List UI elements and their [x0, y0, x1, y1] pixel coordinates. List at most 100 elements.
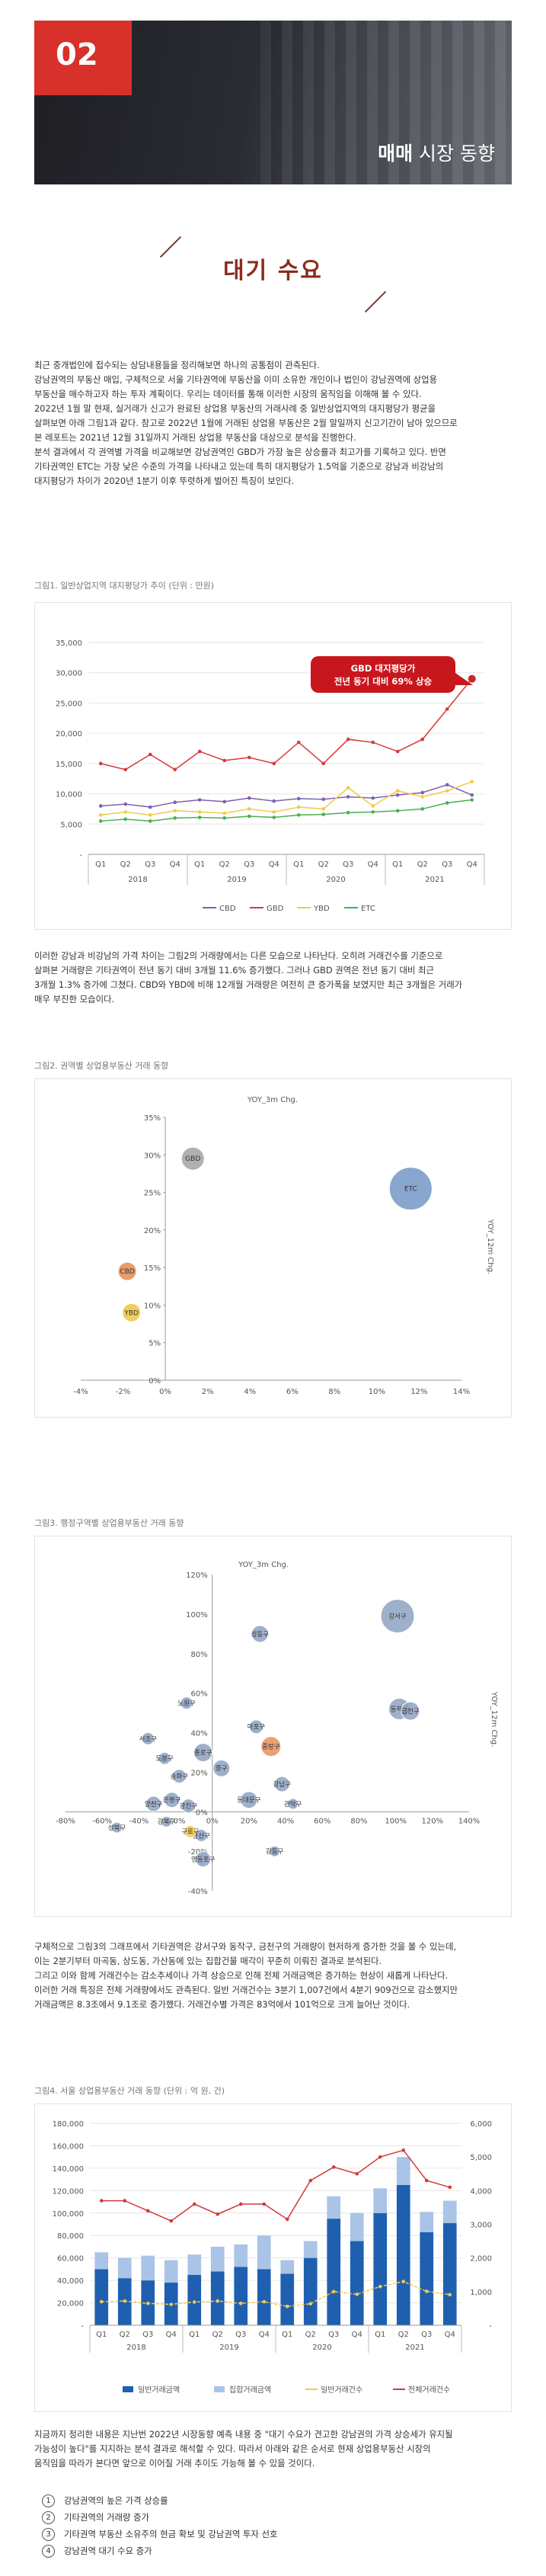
legend-label: ETC	[361, 905, 375, 913]
data-point	[222, 816, 227, 820]
data-point	[448, 2292, 452, 2297]
data-point	[445, 783, 449, 787]
x-tick-label: Q3	[145, 860, 155, 869]
y-tick-label: 60%	[190, 1690, 207, 1699]
text-line: 지금까지 정리한 내용은 지난번 2022년 시장동향 예측 내용 중 "대기 …	[34, 2429, 453, 2440]
data-point	[148, 819, 152, 823]
figure1-chart: 35,000 30,000 25,000 20,000 15,000 10,000 5,00…	[34, 602, 512, 930]
step-number: 3	[42, 2527, 55, 2541]
legend-label: CBD	[219, 905, 236, 913]
bar-collective-amount	[442, 2200, 457, 2224]
data-point	[355, 2292, 359, 2296]
year-label: 2018	[126, 2344, 145, 2352]
section-title: 대기 수요	[223, 258, 323, 284]
y-tick-label: 10,000	[56, 791, 82, 799]
list-item: 1 강남권역의 높은 가격 상승률	[34, 2492, 277, 2509]
y-left-tick-label: 100,000	[53, 2210, 84, 2219]
data-point	[173, 816, 177, 820]
x-tick-label: 140%	[458, 1817, 481, 1825]
list-item: 2 기타권역의 거래량 증가	[34, 2509, 277, 2526]
list-item: 4 강남권역 대기 수요 증가	[34, 2542, 277, 2559]
data-point	[173, 809, 177, 813]
bubble-label: YBD	[123, 1309, 139, 1317]
x-tick-label: Q2	[318, 860, 329, 869]
text-line: 이러한 거래 특징은 전체 거래량에서도 관측된다. 일반 거래건수는 3분기 …	[34, 1985, 458, 1995]
bar-general-amount	[234, 2267, 248, 2325]
bubble-label: 동작구	[391, 1705, 409, 1713]
data-point	[395, 749, 400, 754]
y-axis-title: YOY_12m Chg.	[486, 1219, 494, 1275]
y-axis-title: YOY_12m Chg.	[490, 1691, 498, 1748]
bar-collective-amount	[141, 2255, 155, 2281]
data-point	[173, 800, 177, 804]
bubble-label: 강서구	[388, 1612, 407, 1620]
bubble-label: 성북구	[108, 1825, 126, 1832]
step-text: 기타권역의 거래량 증가	[64, 2512, 150, 2523]
data-point	[99, 2199, 104, 2203]
x-tick-label: Q4	[368, 860, 378, 869]
data-point	[173, 767, 177, 772]
data-point	[346, 737, 350, 742]
bar-general-amount	[187, 2274, 202, 2325]
data-point	[355, 2171, 359, 2176]
x-tick-label: Q3	[328, 2331, 339, 2339]
bar-collective-amount	[210, 2246, 225, 2272]
text-line: 대지평당가 차이가 2020년 1분기 이후 뚜렷하게 벌어진 특징이 보인다.	[34, 476, 295, 486]
x-tick-label: Q1	[194, 860, 205, 869]
text-line: 부동산을 매수하고자 하는 투자 계획이다. 우리는 데이터를 통해 이러한 시…	[34, 389, 422, 399]
y-tick-label: 10%	[144, 1302, 161, 1310]
bar-collective-amount	[303, 2241, 318, 2258]
banner-title: 매매 시장 동향	[378, 139, 495, 166]
series-line-gbd	[101, 678, 473, 771]
x-tick-label: Q1	[96, 2331, 107, 2339]
x-tick-label: 0%	[206, 1817, 219, 1825]
data-point	[238, 2202, 243, 2206]
x-tick-label: 4%	[244, 1388, 256, 1396]
data-point	[371, 804, 375, 808]
data-point	[98, 804, 103, 808]
y-tick-label: 0%	[148, 1377, 161, 1386]
bubble-district	[212, 1759, 231, 1777]
x-tick-label: Q1	[95, 860, 106, 869]
data-point	[321, 807, 326, 811]
paragraph-4: 지금까지 정리한 내용은 지난번 2022년 시장동향 예측 내용 중 "대기 …	[34, 2427, 514, 2471]
bar-collective-amount	[117, 2257, 132, 2279]
bubble-label: 양천구	[145, 1800, 163, 1809]
x-tick-label: -20%	[166, 1817, 186, 1825]
data-point	[247, 755, 251, 760]
y-right-tick-label: 3,000	[470, 2222, 492, 2230]
data-point	[445, 801, 449, 805]
y-left-tick-label: 80,000	[57, 2232, 84, 2241]
bubble-label: ETC	[404, 1186, 417, 1193]
x-tick-label: -40%	[129, 1817, 148, 1825]
bubble-label: 마포구	[247, 1724, 266, 1732]
x-tick-label: Q4	[445, 2331, 455, 2339]
x-tick-label: 8%	[328, 1388, 340, 1396]
bubble-label: 송파구	[171, 1773, 189, 1781]
text-line: 기타권역인 ETC는 가장 낮은 수준의 가격을 나타내고 있는데 특히 대지평…	[34, 461, 444, 472]
bar-general-amount	[373, 2212, 388, 2325]
bar-collective-amount	[327, 2196, 341, 2219]
chart-title: YOY_3m Chg.	[238, 1561, 289, 1569]
bubble-district	[380, 1598, 415, 1633]
x-tick-label: -4%	[73, 1388, 88, 1396]
data-point	[445, 707, 449, 711]
bubble-district	[240, 1791, 258, 1809]
legend-swatch	[123, 2386, 133, 2392]
x-tick-label: Q2	[305, 2331, 316, 2339]
text-line: 가능성이 높다"를 지지하는 분석 결과로 해석할 수 있다. 따라서 아래와 …	[34, 2443, 431, 2454]
data-point	[247, 796, 251, 800]
bubble-district	[164, 1792, 180, 1809]
data-point	[197, 810, 202, 814]
x-tick-label: -80%	[56, 1817, 75, 1825]
data-point	[197, 798, 202, 802]
bubble-label: 중랑구	[262, 1743, 280, 1751]
text-line: 최근 중개법인에 접수되는 상담내용들을 정리해보면 하나의 공통점이 관측된다…	[34, 360, 320, 370]
data-point	[401, 2148, 406, 2152]
bubble-district	[401, 1701, 420, 1721]
data-point	[321, 812, 326, 816]
data-point	[420, 790, 425, 795]
text-line: 매우 부진한 모습이다.	[34, 994, 115, 1004]
data-point	[470, 793, 474, 797]
bar-collective-amount	[234, 2244, 248, 2267]
